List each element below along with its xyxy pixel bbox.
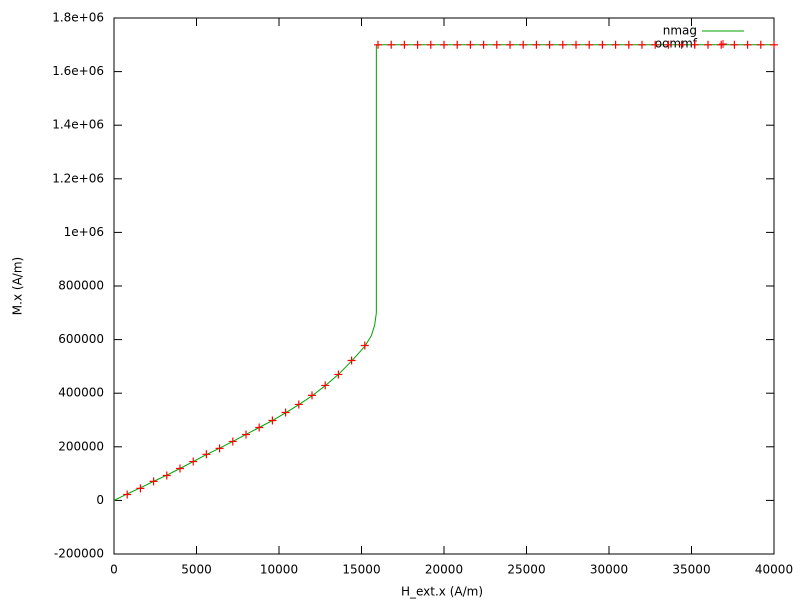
y-tick-label: 1.4e+06 (52, 118, 104, 132)
y-tick-label: 800000 (58, 279, 104, 293)
point (347, 356, 356, 365)
x-tick-label: 5000 (181, 563, 212, 577)
point (400, 40, 409, 49)
point (611, 40, 620, 49)
point (558, 40, 567, 49)
point (453, 40, 462, 49)
point (756, 40, 765, 49)
point (321, 381, 330, 390)
point (255, 423, 264, 432)
y-tick-label: 1.8e+06 (52, 11, 104, 25)
y-tick-label: 400000 (58, 386, 104, 400)
point (638, 40, 646, 49)
point (492, 40, 501, 49)
point (532, 40, 541, 49)
point (664, 40, 673, 49)
x-tick-label: 20000 (425, 563, 463, 577)
point (598, 40, 607, 49)
x-tick-label: 25000 (507, 563, 545, 577)
point (743, 40, 752, 49)
point (572, 40, 580, 49)
point (123, 490, 132, 499)
x-tick-label: 35000 (672, 563, 710, 577)
point (149, 477, 158, 486)
point (466, 40, 475, 49)
point (717, 40, 726, 49)
point (704, 40, 712, 49)
point (519, 40, 528, 49)
point (690, 40, 699, 49)
point (387, 40, 396, 49)
y-tick-label: 1.2e+06 (52, 171, 104, 185)
point (770, 40, 778, 49)
y-tick-label: 600000 (58, 332, 104, 346)
point (268, 416, 277, 425)
point (585, 40, 594, 49)
legend-marker (719, 40, 727, 48)
point (426, 40, 435, 49)
point (413, 40, 422, 49)
point (479, 40, 488, 49)
line (113, 44, 774, 501)
x-tick-label: 30000 (590, 563, 628, 577)
point (334, 370, 343, 379)
point (440, 40, 448, 49)
point (545, 40, 554, 49)
plot-border (113, 17, 775, 555)
point (189, 457, 198, 466)
point (374, 40, 382, 49)
point (677, 40, 686, 49)
y-tick-label: 1.6e+06 (52, 64, 104, 78)
point (308, 391, 316, 400)
point (162, 471, 171, 480)
point (730, 40, 739, 49)
legend-label: nmag (663, 24, 697, 38)
x-tick-label: 0 (110, 563, 118, 577)
x-tick-label: 15000 (342, 563, 380, 577)
point (651, 40, 660, 49)
point (360, 341, 369, 350)
x-axis-label: H_ext.x (A/m) (401, 585, 483, 599)
point (506, 40, 514, 49)
legend-label: oommf (655, 37, 698, 51)
y-tick-label: 1e+06 (64, 225, 104, 239)
y-tick-label: 200000 (58, 439, 104, 453)
point (294, 400, 303, 409)
point (202, 450, 211, 459)
point (176, 464, 184, 473)
point (624, 40, 633, 49)
point (281, 408, 290, 417)
y-tick-label: 0 (96, 493, 104, 507)
x-tick-label: 10000 (260, 563, 298, 577)
point (228, 437, 237, 446)
y-tick-label: -200000 (54, 547, 104, 561)
point (215, 444, 224, 453)
point (136, 484, 145, 493)
point (242, 430, 250, 439)
x-tick-label: 40000 (755, 563, 793, 577)
y-axis-label: M.x (A/m) (11, 257, 25, 315)
